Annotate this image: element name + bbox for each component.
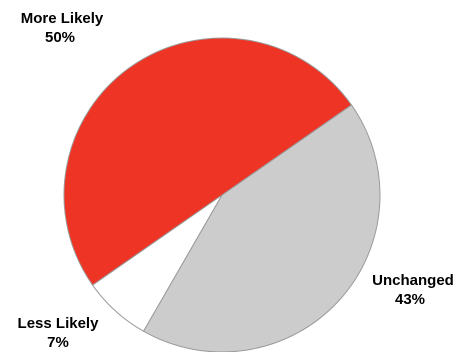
label-less-likely-value: 7%	[47, 334, 69, 351]
label-unchanged-value: 43%	[395, 291, 425, 308]
label-more-likely-value: 50%	[45, 29, 75, 46]
label-more-likely-name: More Likely	[21, 10, 104, 27]
label-unchanged-name: Unchanged	[372, 272, 454, 289]
pie-slices	[63, 37, 381, 352]
pie-slice-unchanged	[142, 104, 381, 352]
label-less-likely-name: Less Likely	[18, 315, 100, 332]
pie-slice-more-likely	[63, 37, 353, 286]
pie-labels: Unchanged 43% Less Likely 7% More Likely…	[18, 10, 454, 351]
